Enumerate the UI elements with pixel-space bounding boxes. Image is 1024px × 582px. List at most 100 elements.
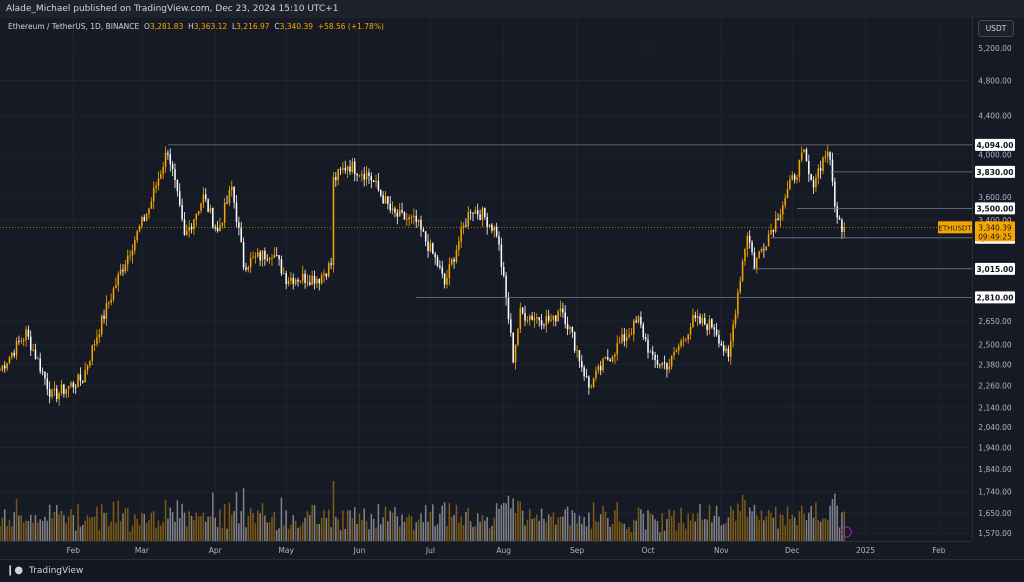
volume-bar (462, 525, 465, 541)
candle-body (692, 315, 694, 327)
candle-body (389, 203, 391, 211)
volume-bar (585, 526, 588, 541)
volume-bar (808, 512, 810, 541)
volume-bar (817, 519, 820, 541)
volume-bar (514, 513, 517, 541)
volume-bar (257, 510, 259, 541)
price-tag-bg (975, 221, 1015, 242)
volume-bar (550, 516, 552, 541)
candle-body (162, 167, 164, 174)
volume-bar (178, 517, 181, 541)
candle-body (34, 349, 37, 360)
y-tick-label: 2,040.00 (978, 423, 1012, 432)
y-tick-label: 2,380.00 (978, 361, 1012, 370)
volume-bar (434, 526, 436, 541)
y-tick-label: 4,000.00 (978, 150, 1012, 159)
volume-bar (294, 520, 297, 541)
volume-bar (815, 502, 817, 541)
candle-body (514, 344, 517, 363)
candle-body (566, 323, 569, 330)
candle-body (564, 312, 566, 324)
candle-body (538, 317, 540, 321)
candle-body (398, 210, 401, 217)
candle-body (644, 337, 647, 340)
candle-body (782, 205, 784, 215)
volume-bar (519, 501, 522, 541)
candle-body (815, 177, 817, 188)
candle-body (583, 367, 585, 377)
volume-bar (233, 511, 235, 541)
candle-body (424, 231, 427, 242)
candle-body (368, 172, 370, 176)
volume-bar (730, 506, 732, 541)
lightning-icon[interactable] (840, 526, 852, 538)
level-label: 2,810.00 (976, 293, 1013, 302)
candle-body (332, 177, 335, 265)
currency-button[interactable]: USDT (978, 20, 1014, 37)
candle-body (342, 167, 344, 170)
volume-bar (793, 517, 796, 541)
volume-bar (29, 514, 32, 541)
candle-body (235, 202, 238, 223)
candle-body (89, 361, 91, 366)
candle-body (748, 235, 751, 243)
candle-body (413, 215, 415, 217)
volume-bar (469, 521, 472, 541)
volume-bar (498, 508, 500, 541)
candle-body (124, 264, 127, 272)
volume-bar (640, 509, 642, 541)
candle-body (621, 334, 623, 343)
time-axis[interactable] (0, 541, 972, 560)
candle-body (115, 285, 117, 289)
candles (0, 145, 846, 406)
x-tick-label: Feb (67, 546, 81, 555)
chart-area[interactable] (0, 18, 972, 541)
volume-bar (838, 527, 841, 541)
candle-body (311, 275, 313, 285)
volume-bar (98, 529, 101, 541)
candle-body (181, 204, 183, 220)
candle-body (488, 224, 491, 227)
volume-bar (528, 508, 531, 541)
volume-bar (526, 519, 529, 541)
candle-body (573, 332, 576, 351)
volume-bar (143, 514, 146, 541)
volume-bar (186, 526, 188, 541)
candle-body (812, 180, 815, 188)
legend-close: 3,340.39 (279, 22, 313, 31)
volume-bar (327, 509, 330, 541)
candle-body (725, 348, 727, 352)
volume-bar (264, 515, 266, 541)
footer-brand: TradingView (28, 566, 84, 576)
volume-bar (190, 515, 193, 541)
candle-body (155, 185, 157, 189)
price-axis[interactable] (972, 18, 1024, 541)
volume-bar (316, 523, 318, 541)
volume-bar (11, 526, 13, 541)
volume-bar (543, 518, 545, 541)
candle-body (98, 334, 101, 338)
volume-bar (245, 527, 247, 541)
candle-body (129, 255, 131, 257)
candle-body (72, 382, 75, 388)
volume-bar (299, 526, 302, 541)
chart-canvas[interactable]: 4,094.003,830.003,500.003,255.003,015.00… (0, 0, 1024, 559)
level-label-bg (975, 202, 1015, 215)
candle-body (576, 350, 578, 352)
volume-bar (590, 528, 593, 541)
candle-body (841, 219, 843, 232)
volume-bar (502, 502, 505, 541)
volume-bar (124, 508, 127, 541)
volume-bar (18, 515, 20, 541)
candle-body (375, 180, 377, 183)
volume-bar (420, 513, 422, 541)
y-tick-label: 2,260.00 (978, 382, 1012, 391)
candle-body (214, 227, 216, 229)
volume-bar (181, 503, 183, 541)
volume-bar (488, 528, 491, 541)
candle-body (502, 267, 505, 276)
candle-body (377, 180, 380, 190)
candle-body (190, 226, 193, 230)
volume-bar (507, 495, 510, 541)
volume-bar (443, 502, 446, 541)
